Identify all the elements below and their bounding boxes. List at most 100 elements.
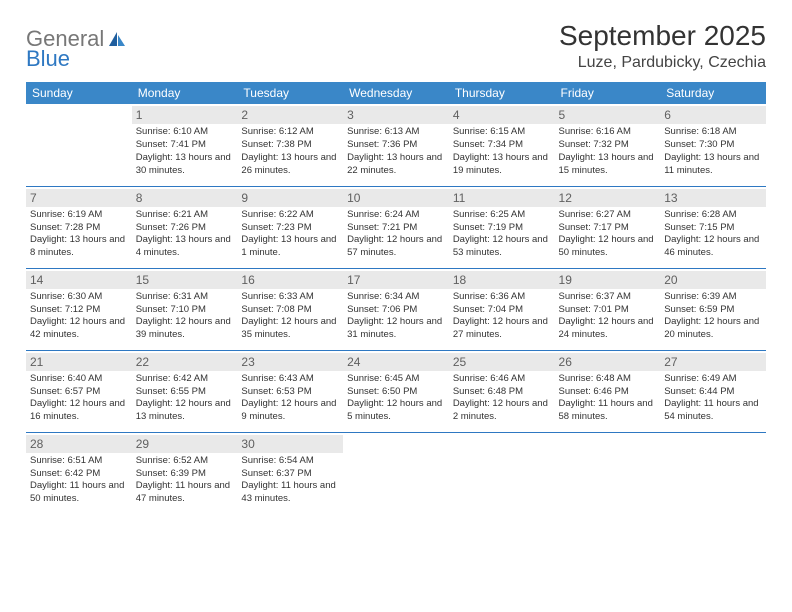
day-details: Sunrise: 6:31 AMSunset: 7:10 PMDaylight:… — [136, 291, 234, 342]
daylight-text: Daylight: 12 hours and 46 minutes. — [664, 234, 762, 260]
sunset-text: Sunset: 6:55 PM — [136, 386, 234, 399]
sunset-text: Sunset: 7:10 PM — [136, 304, 234, 317]
sunrise-text: Sunrise: 6:12 AM — [241, 126, 339, 139]
day-number: 18 — [449, 271, 555, 289]
calendar-day-cell: 5 Sunrise: 6:16 AMSunset: 7:32 PMDaylight… — [555, 104, 661, 186]
calendar-day-cell: 19Sunrise: 6:37 AMSunset: 7:01 PMDayligh… — [555, 268, 661, 350]
daylight-text: Daylight: 11 hours and 58 minutes. — [559, 398, 657, 424]
sunrise-text: Sunrise: 6:16 AM — [559, 126, 657, 139]
day-details: Sunrise: 6:12 AMSunset: 7:38 PMDaylight:… — [241, 126, 339, 177]
daylight-text: Daylight: 12 hours and 50 minutes. — [559, 234, 657, 260]
calendar-day-cell: 2Sunrise: 6:12 AMSunset: 7:38 PMDaylight… — [237, 104, 343, 186]
day-number: 24 — [343, 353, 449, 371]
calendar-day-cell: 30Sunrise: 6:54 AMSunset: 6:37 PMDayligh… — [237, 432, 343, 514]
daylight-text: Daylight: 12 hours and 35 minutes. — [241, 316, 339, 342]
sunset-text: Sunset: 6:53 PM — [241, 386, 339, 399]
calendar-day-cell — [26, 104, 132, 186]
sunset-text: Sunset: 7:17 PM — [559, 222, 657, 235]
page-header: General September 2025 Luze, Pardubicky,… — [26, 20, 766, 72]
calendar-day-cell: 25 Sunrise: 6:46 AMSunset: 6:48 PMDayligh… — [449, 350, 555, 432]
calendar-day-cell: 14Sunrise: 6:30 AMSunset: 7:12 PMDayligh… — [26, 268, 132, 350]
sunset-text: Sunset: 6:42 PM — [30, 468, 128, 481]
daylight-text: Daylight: 13 hours and 1 minute. — [241, 234, 339, 260]
day-number: 13 — [660, 189, 766, 207]
daylight-text: Daylight: 13 hours and 26 minutes. — [241, 152, 339, 178]
daylight-text: Daylight: 13 hours and 30 minutes. — [136, 152, 234, 178]
sunset-text: Sunset: 7:08 PM — [241, 304, 339, 317]
day-number: 27 — [660, 353, 766, 371]
sunrise-text: Sunrise: 6:13 AM — [347, 126, 445, 139]
sunrise-text: Sunrise: 6:37 AM — [559, 291, 657, 304]
day-number: 5 — [555, 106, 661, 124]
calendar-day-cell: 15 Sunrise: 6:31 AMSunset: 7:10 PMDayligh… — [132, 268, 238, 350]
daylight-text: Daylight: 12 hours and 13 minutes. — [136, 398, 234, 424]
day-details: Sunrise: 6:25 AMSunset: 7:19 PMDaylight:… — [453, 209, 551, 260]
sunset-text: Sunset: 6:37 PM — [241, 468, 339, 481]
sunset-text: Sunset: 6:39 PM — [136, 468, 234, 481]
daylight-text: Daylight: 13 hours and 8 minutes. — [30, 234, 128, 260]
day-details: Sunrise: 6:48 AMSunset: 6:46 PMDaylight:… — [559, 373, 657, 424]
sunset-text: Sunset: 7:06 PM — [347, 304, 445, 317]
page-subtitle: Luze, Pardubicky, Czechia — [559, 54, 766, 72]
day-details: Sunrise: 6:16 AMSunset: 7:32 PMDaylight:… — [559, 126, 657, 177]
sunrise-text: Sunrise: 6:49 AM — [664, 373, 762, 386]
day-number: 16 — [237, 271, 343, 289]
daylight-text: Daylight: 13 hours and 11 minutes. — [664, 152, 762, 178]
day-details: Sunrise: 6:39 AMSunset: 6:59 PMDaylight:… — [664, 291, 762, 342]
day-number: 6 — [660, 106, 766, 124]
sunrise-text: Sunrise: 6:30 AM — [30, 291, 128, 304]
day-number: 21 — [26, 353, 132, 371]
day-number: 3 — [343, 106, 449, 124]
calendar-day-cell: 24Sunrise: 6:45 AMSunset: 6:50 PMDayligh… — [343, 350, 449, 432]
sunset-text: Sunset: 7:01 PM — [559, 304, 657, 317]
calendar-day-cell: 16 Sunrise: 6:33 AMSunset: 7:08 PMDayligh… — [237, 268, 343, 350]
weekday-header: Tuesday — [237, 82, 343, 104]
day-number: 1 — [132, 106, 238, 124]
day-number: 15 — [132, 271, 238, 289]
daylight-text: Daylight: 12 hours and 39 minutes. — [136, 316, 234, 342]
day-number: 9 — [237, 189, 343, 207]
daylight-text: Daylight: 13 hours and 15 minutes. — [559, 152, 657, 178]
calendar-day-cell: 3 Sunrise: 6:13 AMSunset: 7:36 PMDaylight… — [343, 104, 449, 186]
day-details: Sunrise: 6:33 AMSunset: 7:08 PMDaylight:… — [241, 291, 339, 342]
day-number: 20 — [660, 271, 766, 289]
weekday-header: Saturday — [660, 82, 766, 104]
sunrise-text: Sunrise: 6:34 AM — [347, 291, 445, 304]
weekday-header: Wednesday — [343, 82, 449, 104]
calendar-day-cell: 7Sunrise: 6:19 AMSunset: 7:28 PMDaylight… — [26, 186, 132, 268]
calendar-day-cell: 10Sunrise: 6:24 AMSunset: 7:21 PMDayligh… — [343, 186, 449, 268]
day-details: Sunrise: 6:46 AMSunset: 6:48 PMDaylight:… — [453, 373, 551, 424]
daylight-text: Daylight: 12 hours and 16 minutes. — [30, 398, 128, 424]
day-details: Sunrise: 6:15 AMSunset: 7:34 PMDaylight:… — [453, 126, 551, 177]
sunset-text: Sunset: 6:57 PM — [30, 386, 128, 399]
sunset-text: Sunset: 7:32 PM — [559, 139, 657, 152]
sunrise-text: Sunrise: 6:28 AM — [664, 209, 762, 222]
daylight-text: Daylight: 12 hours and 24 minutes. — [559, 316, 657, 342]
sunset-text: Sunset: 7:38 PM — [241, 139, 339, 152]
sunset-text: Sunset: 6:44 PM — [664, 386, 762, 399]
sunrise-text: Sunrise: 6:24 AM — [347, 209, 445, 222]
daylight-text: Daylight: 12 hours and 2 minutes. — [453, 398, 551, 424]
weekday-header: Thursday — [449, 82, 555, 104]
day-details: Sunrise: 6:43 AMSunset: 6:53 PMDaylight:… — [241, 373, 339, 424]
daylight-text: Daylight: 11 hours and 43 minutes. — [241, 480, 339, 506]
day-number: 29 — [132, 435, 238, 453]
calendar-week-row: 28Sunrise: 6:51 AMSunset: 6:42 PMDayligh… — [26, 432, 766, 514]
day-number: 25 — [449, 353, 555, 371]
calendar-day-cell — [555, 432, 661, 514]
sunset-text: Sunset: 6:48 PM — [453, 386, 551, 399]
sunset-text: Sunset: 7:36 PM — [347, 139, 445, 152]
day-number: 26 — [555, 353, 661, 371]
daylight-text: Daylight: 13 hours and 4 minutes. — [136, 234, 234, 260]
calendar-day-cell — [660, 432, 766, 514]
sunset-text: Sunset: 7:41 PM — [136, 139, 234, 152]
sunset-text: Sunset: 7:28 PM — [30, 222, 128, 235]
sunrise-text: Sunrise: 6:33 AM — [241, 291, 339, 304]
sunrise-text: Sunrise: 6:21 AM — [136, 209, 234, 222]
day-details: Sunrise: 6:52 AMSunset: 6:39 PMDaylight:… — [136, 455, 234, 506]
day-details: Sunrise: 6:13 AMSunset: 7:36 PMDaylight:… — [347, 126, 445, 177]
calendar-day-cell: 8Sunrise: 6:21 AMSunset: 7:26 PMDaylight… — [132, 186, 238, 268]
calendar-day-cell: 9Sunrise: 6:22 AMSunset: 7:23 PMDaylight… — [237, 186, 343, 268]
daylight-text: Daylight: 12 hours and 27 minutes. — [453, 316, 551, 342]
sunrise-text: Sunrise: 6:27 AM — [559, 209, 657, 222]
